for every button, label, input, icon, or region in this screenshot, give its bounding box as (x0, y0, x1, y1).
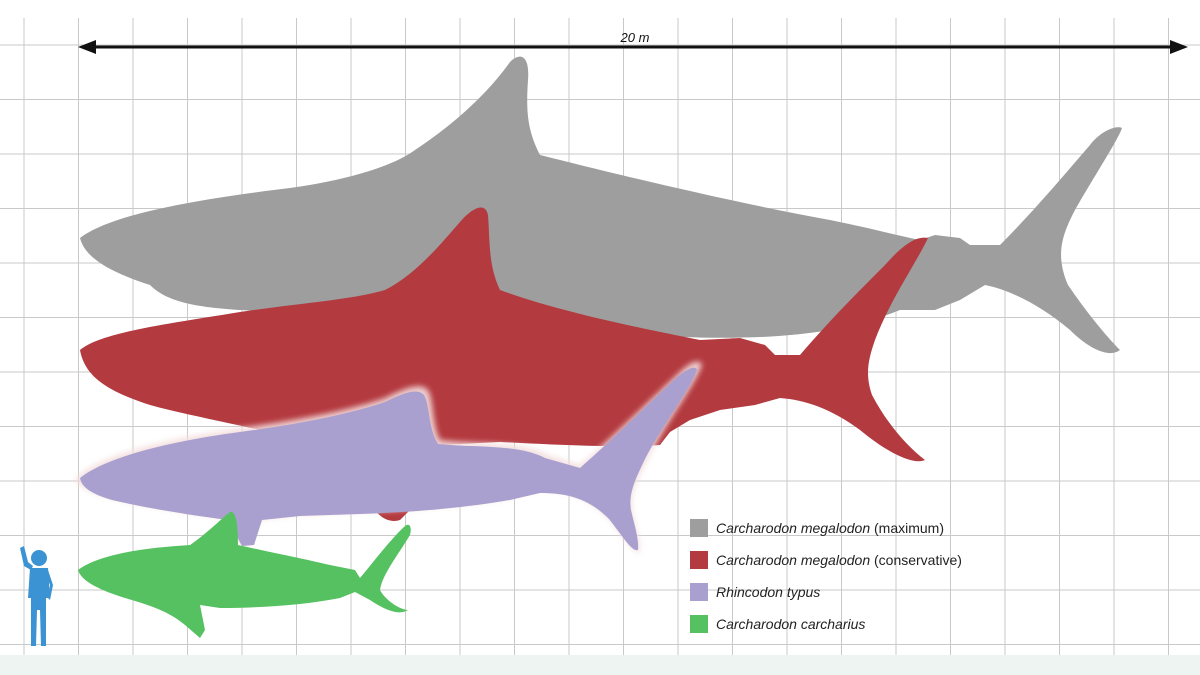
scale-bar: 20 m (78, 30, 1188, 54)
megalodon-maximum-silhouette (80, 56, 1122, 354)
legend-item: Carcharodon carcharius (690, 615, 865, 633)
legend-label: Carcharodon megalodon (conservative) (716, 552, 962, 568)
arrow-head-right (1170, 40, 1188, 54)
legend-label: Carcharodon megalodon (maximum) (716, 520, 944, 536)
legend-species-name: Carcharodon megalodon (716, 552, 870, 568)
legend-species-name: Rhincodon typus (716, 584, 820, 600)
legend-qualifier: (conservative) (870, 552, 962, 568)
legend-swatch (690, 615, 708, 633)
legend-species-name: Carcharodon carcharius (716, 616, 865, 632)
arrow-head-left (78, 40, 96, 54)
legend: Carcharodon megalodon (maximum)Carcharod… (690, 519, 962, 633)
human-silhouette-icon (20, 546, 53, 646)
legend-label: Carcharodon carcharius (716, 616, 865, 632)
legend-swatch (690, 551, 708, 569)
legend-label: Rhincodon typus (716, 584, 820, 600)
whale-shark-silhouette (80, 367, 697, 551)
legend-swatch (690, 519, 708, 537)
bottom-band (0, 655, 1200, 675)
legend-species-name: Carcharodon megalodon (716, 520, 870, 536)
great-white-silhouette (78, 511, 411, 638)
legend-item: Carcharodon megalodon (conservative) (690, 551, 962, 569)
legend-qualifier: (maximum) (870, 520, 944, 536)
legend-swatch (690, 583, 708, 601)
legend-item: Carcharodon megalodon (maximum) (690, 519, 944, 537)
scale-label: 20 m (620, 30, 650, 45)
legend-item: Rhincodon typus (690, 583, 820, 601)
